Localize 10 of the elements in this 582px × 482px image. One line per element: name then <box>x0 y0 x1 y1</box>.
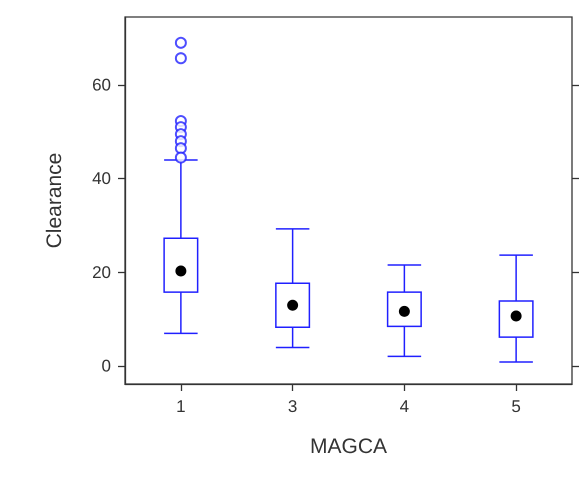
y-tick-label: 60 <box>92 75 111 94</box>
y-axis-title: Clearance <box>43 152 66 248</box>
x-tick-label: 3 <box>288 397 298 416</box>
y-tick-label: 40 <box>92 169 111 188</box>
x-tick-label: 4 <box>400 397 410 416</box>
y-tick-label: 20 <box>92 262 111 282</box>
x-tick-label: 5 <box>511 397 521 416</box>
x-axis-title: MAGCA <box>310 435 388 458</box>
x-tick-label: 1 <box>176 397 186 416</box>
y-tick-label: 0 <box>102 356 111 376</box>
